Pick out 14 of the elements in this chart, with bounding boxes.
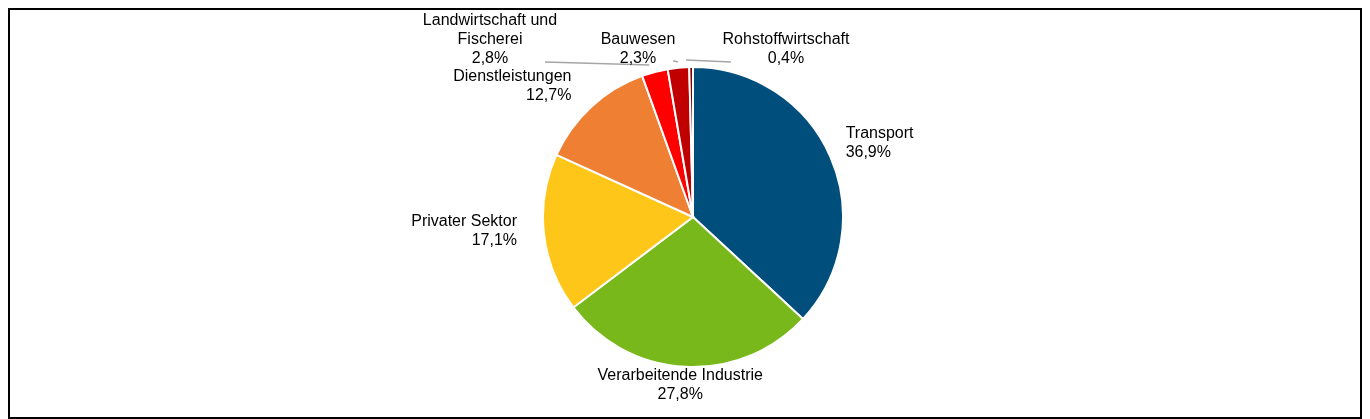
slice-label: Verarbeitende Industrie — [597, 365, 764, 383]
data-label: 17,1% — [471, 230, 518, 248]
slice-label: Transport — [845, 124, 915, 142]
slice-label: Landwirtschaft und Fischerei — [422, 11, 558, 47]
slice-label: Privater Sektor — [411, 211, 518, 229]
slice-label: Rohstoffwirtschaft — [722, 30, 850, 47]
data-label: 0,4% — [767, 49, 805, 66]
data-label: 27,8% — [657, 384, 703, 402]
slice-label: Dienstleistungen — [453, 66, 572, 84]
data-label: 2,3% — [619, 49, 657, 66]
slice-label: Bauwesen — [600, 30, 676, 47]
data-label: 12,7% — [526, 85, 572, 103]
data-label: 2,8% — [471, 49, 509, 66]
data-label: 36,9% — [845, 143, 892, 161]
